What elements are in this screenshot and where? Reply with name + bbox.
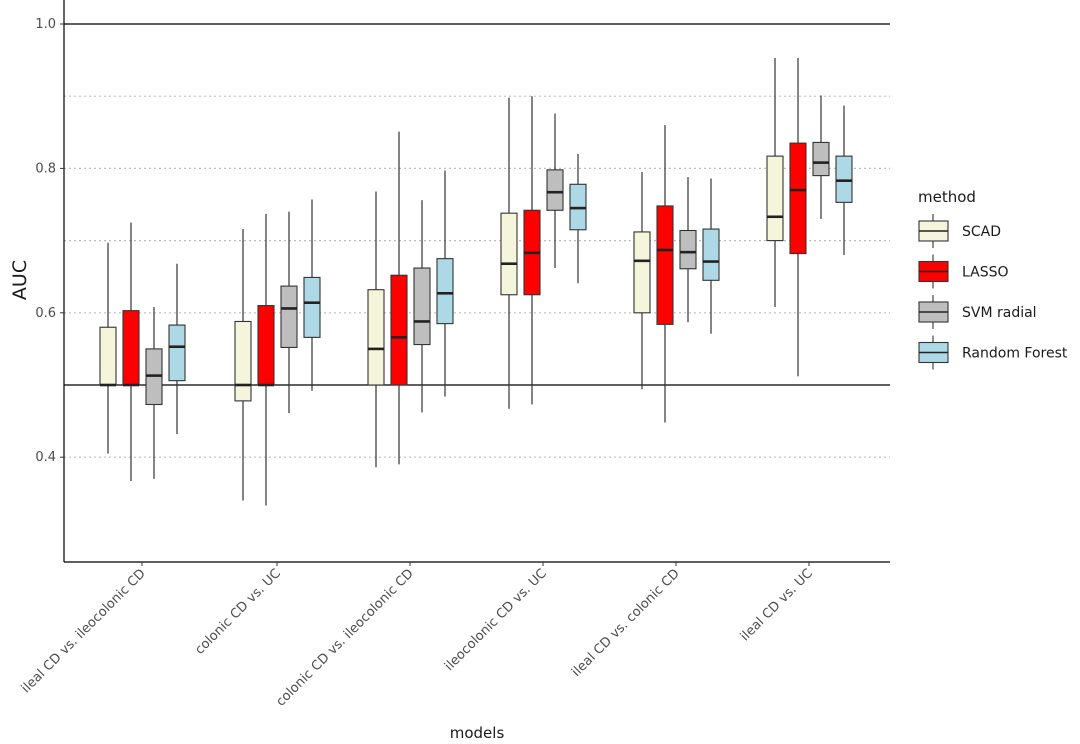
legend-item: LASSO <box>918 254 1009 289</box>
box-body <box>835 155 853 203</box>
x-tick-label: ileal CD vs. UC <box>738 566 816 644</box>
x-tick-label: ileal CD vs. ileocolonic CD <box>19 566 149 696</box>
x-ticks: ileal CD vs. ileocolonic CD colonic CD vs… <box>19 562 816 710</box>
box-scad <box>500 97 518 409</box>
box-body <box>168 324 186 382</box>
box-lasso <box>523 96 541 405</box>
box-body <box>303 276 321 338</box>
box-body <box>702 228 720 281</box>
y-axis-title: AUC <box>9 260 31 300</box>
box-random-forest <box>569 153 587 284</box>
box-svm-radial <box>546 113 564 269</box>
box-scad <box>633 172 651 390</box>
box-groups <box>99 57 853 506</box>
box-body <box>546 169 564 211</box>
legend-label: Random Forest <box>962 346 1068 362</box>
box-body <box>679 229 697 270</box>
box-lasso <box>789 57 807 377</box>
box-random-forest <box>702 178 720 334</box>
box-body <box>633 231 651 314</box>
box-lasso <box>390 131 408 465</box>
box-body <box>234 320 252 402</box>
legend: method SCAD LASSO SVM radial Random Forest <box>918 188 1068 370</box>
box-scad <box>766 57 784 308</box>
y-tick-label: 1.0 <box>35 17 56 32</box>
box-body <box>812 141 830 177</box>
box-random-forest <box>436 170 454 397</box>
box-body <box>280 285 298 349</box>
gridlines <box>64 95 890 458</box>
box-svm-radial <box>679 177 697 323</box>
x-axis-title: models <box>450 724 505 742</box>
box-body <box>390 274 408 386</box>
box-lasso <box>122 222 140 482</box>
box-body <box>257 305 275 386</box>
box-svm-radial <box>145 307 163 479</box>
reference-lines <box>64 23 890 386</box>
axes <box>63 0 890 563</box>
box-body <box>367 289 385 386</box>
box-svm-radial <box>280 211 298 414</box>
y-tick-label: 0.4 <box>35 450 56 465</box>
x-tick-label: colonic CD vs. UC <box>192 566 283 657</box>
box-scad <box>99 242 117 454</box>
box-body <box>436 258 454 325</box>
y-ticks: 0.4 0.6 0.8 1.0 <box>35 17 64 465</box>
box-random-forest <box>168 263 186 435</box>
box-random-forest <box>835 105 853 256</box>
legend-item: Random Forest <box>918 335 1068 370</box>
box-lasso <box>257 213 275 506</box>
box-scad <box>367 191 385 468</box>
box-svm-radial <box>413 200 431 413</box>
y-tick-label: 0.6 <box>35 306 56 321</box>
legend-item: SVM radial <box>918 295 1037 329</box>
box-body <box>766 155 784 242</box>
box-random-forest <box>303 199 321 391</box>
box-body <box>500 212 518 296</box>
legend-label: LASSO <box>962 265 1009 281</box>
box-body <box>99 326 117 386</box>
box-body <box>413 267 431 346</box>
legend-label: SVM radial <box>962 305 1037 321</box>
y-tick-label: 0.8 <box>35 161 56 176</box>
box-body <box>656 205 674 325</box>
legend-item: SCAD <box>918 214 1001 248</box>
legend-label: SCAD <box>962 224 1001 240</box>
box-svm-radial <box>812 95 830 219</box>
legend-title: method <box>918 188 976 206</box>
box-body <box>789 142 807 255</box>
x-tick-label: colonic CD vs. ileocolonic CD <box>273 566 416 709</box>
box-body <box>122 310 140 386</box>
x-tick-label: ileal CD vs. colonic CD <box>569 566 683 680</box>
box-lasso <box>656 125 674 423</box>
box-scad <box>234 229 252 501</box>
x-tick-label: ileocolonic CD vs. UC <box>442 566 550 674</box>
